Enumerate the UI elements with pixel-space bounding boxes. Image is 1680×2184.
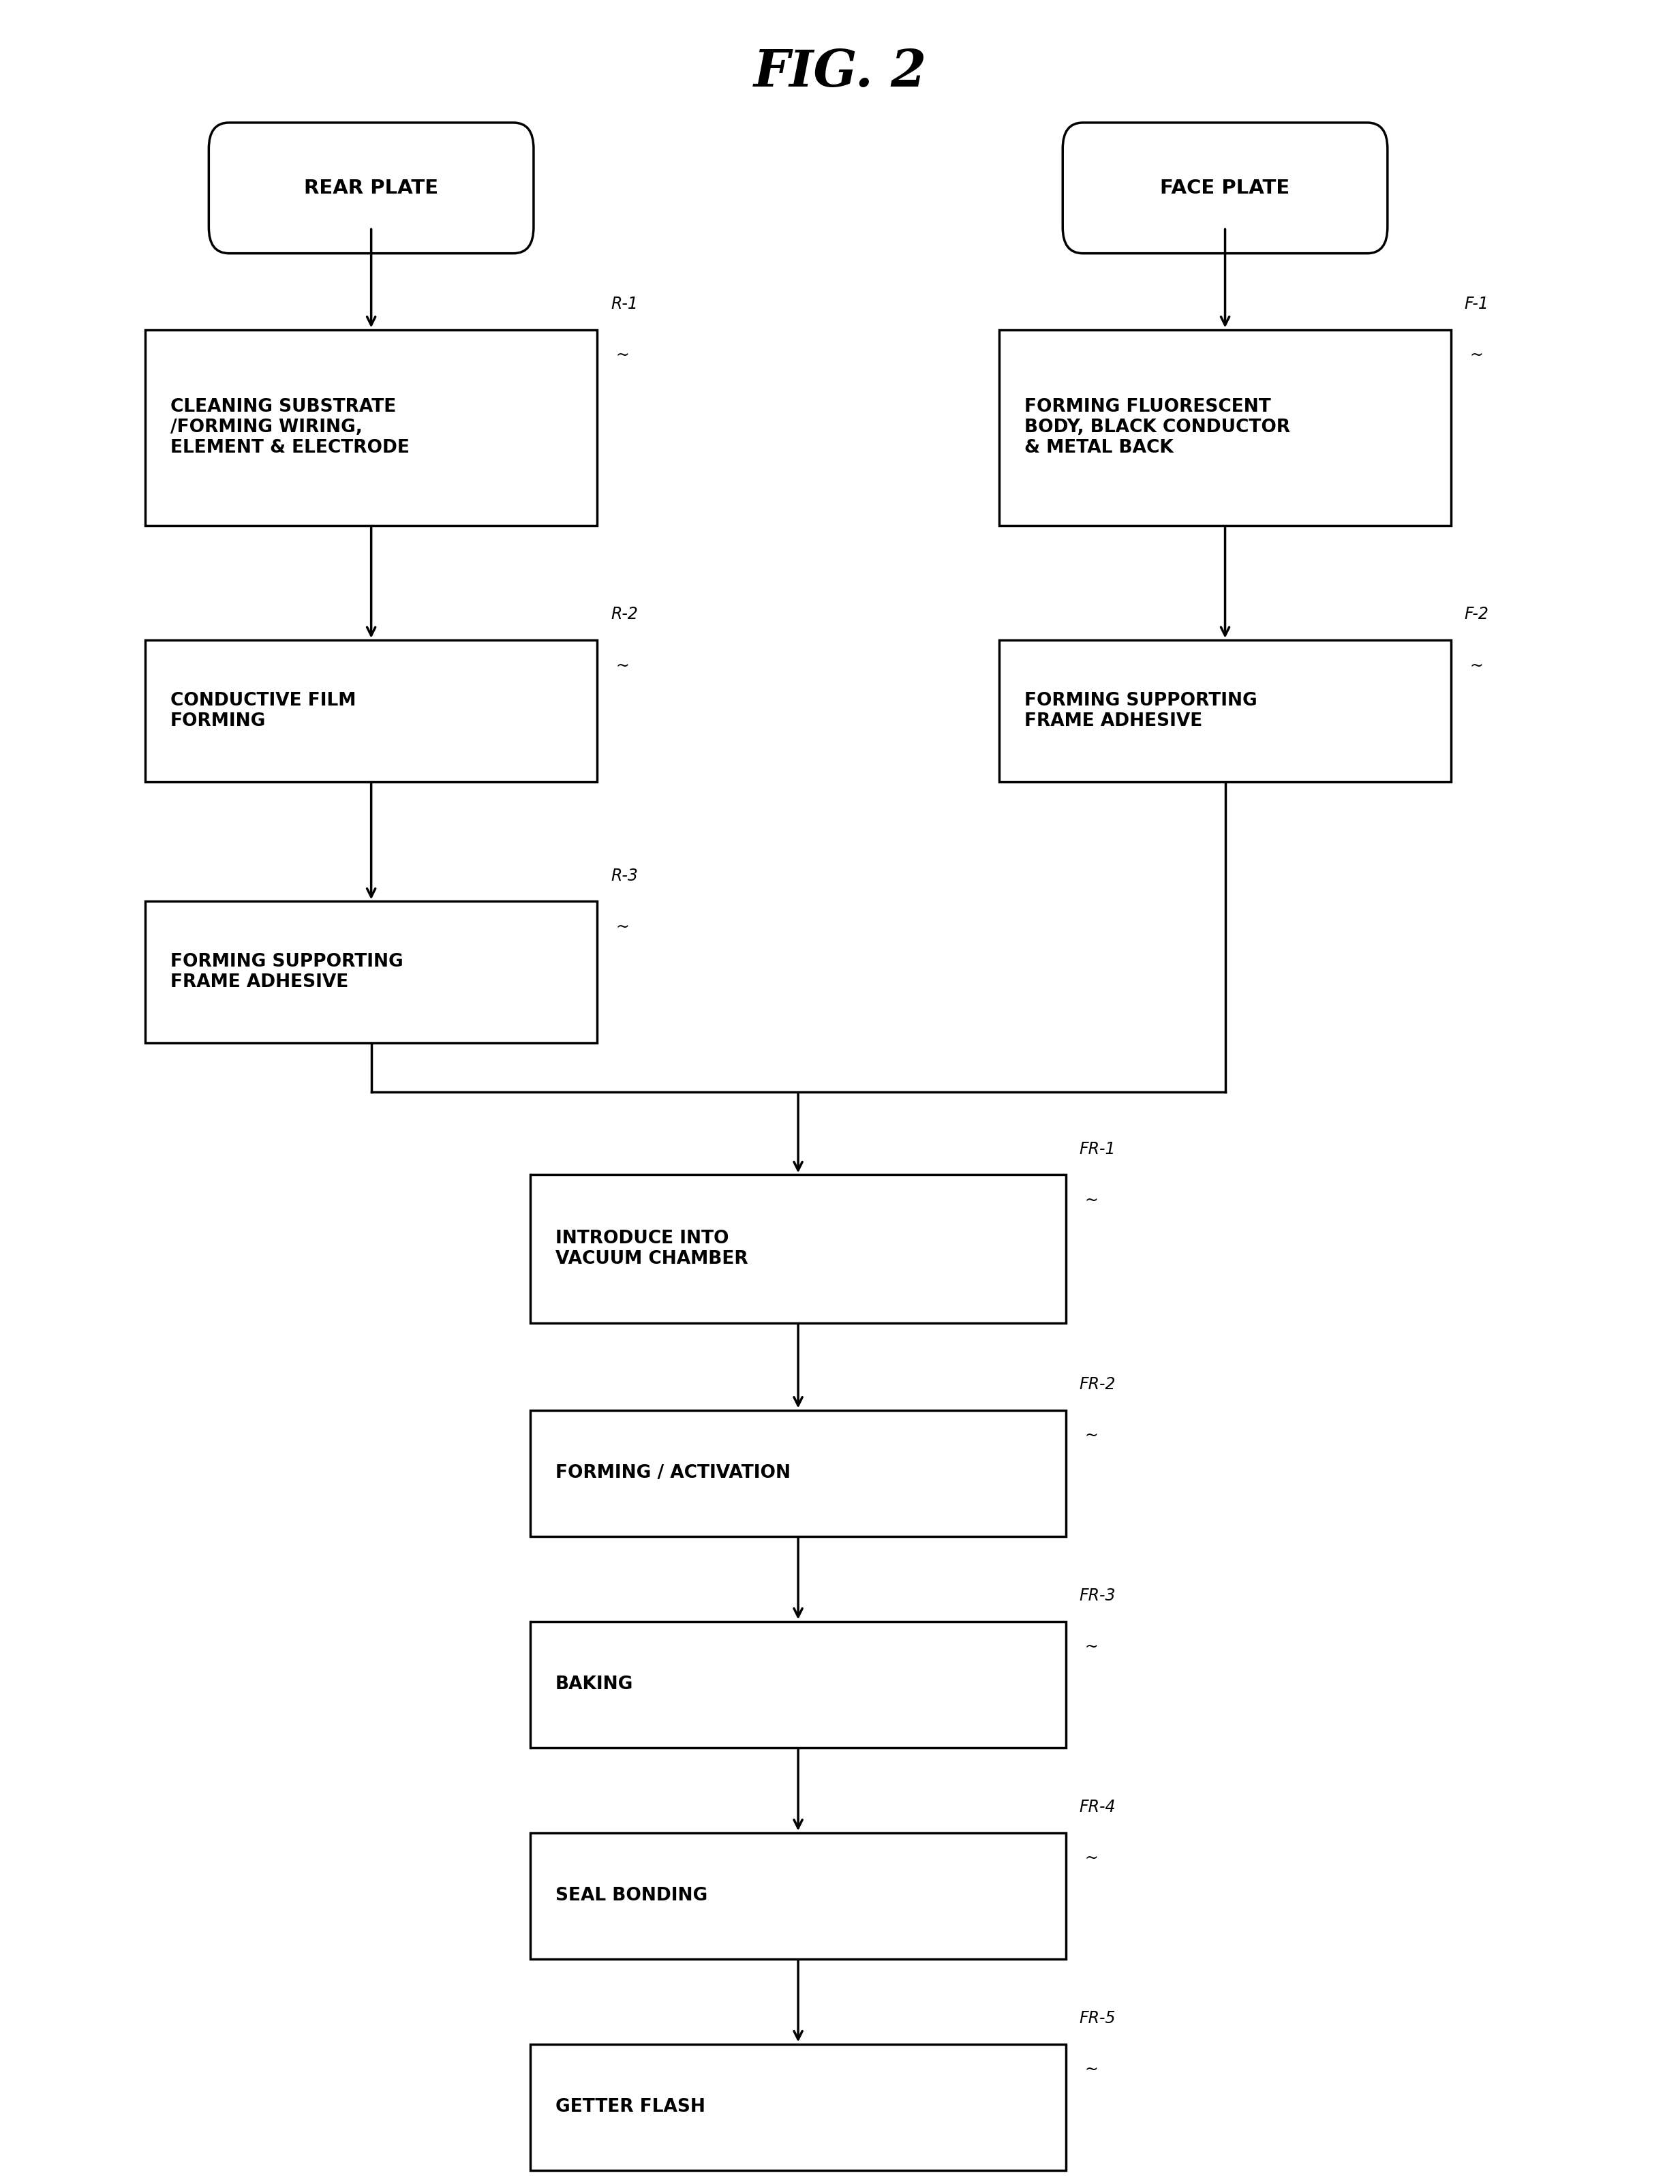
Text: ~: ~ xyxy=(1085,1428,1099,1444)
Text: ~: ~ xyxy=(1470,657,1483,675)
Text: ~: ~ xyxy=(1085,1850,1099,1867)
Text: R-2: R-2 xyxy=(610,607,638,622)
FancyBboxPatch shape xyxy=(531,1411,1067,1535)
Text: FR-1: FR-1 xyxy=(1080,1140,1116,1158)
Text: FIG. 2: FIG. 2 xyxy=(753,48,927,98)
Text: SEAL BONDING: SEAL BONDING xyxy=(556,1887,707,1904)
FancyBboxPatch shape xyxy=(144,902,596,1044)
Text: REAR PLATE: REAR PLATE xyxy=(304,179,438,197)
Text: FORMING FLUORESCENT
BODY, BLACK CONDUCTOR
& METAL BACK: FORMING FLUORESCENT BODY, BLACK CONDUCTO… xyxy=(1025,397,1290,456)
Text: FORMING SUPPORTING
FRAME ADHESIVE: FORMING SUPPORTING FRAME ADHESIVE xyxy=(170,952,403,992)
Text: FORMING SUPPORTING
FRAME ADHESIVE: FORMING SUPPORTING FRAME ADHESIVE xyxy=(1025,692,1257,729)
Text: F-2: F-2 xyxy=(1465,607,1488,622)
FancyBboxPatch shape xyxy=(1000,640,1452,782)
Text: INTRODUCE INTO
VACUUM CHAMBER: INTRODUCE INTO VACUUM CHAMBER xyxy=(556,1230,748,1269)
FancyBboxPatch shape xyxy=(1000,330,1452,526)
Text: ~: ~ xyxy=(1470,347,1483,363)
Text: ~: ~ xyxy=(615,347,630,363)
Text: R-3: R-3 xyxy=(610,867,638,885)
Text: GETTER FLASH: GETTER FLASH xyxy=(556,2099,706,2116)
FancyBboxPatch shape xyxy=(531,1621,1067,1747)
Text: FORMING / ACTIVATION: FORMING / ACTIVATION xyxy=(556,1463,791,1483)
Text: ~: ~ xyxy=(1085,1192,1099,1208)
Text: ~: ~ xyxy=(615,657,630,675)
Text: R-1: R-1 xyxy=(610,295,638,312)
Text: FR-3: FR-3 xyxy=(1080,1588,1116,1603)
Text: ~: ~ xyxy=(1085,1638,1099,1655)
Text: FR-4: FR-4 xyxy=(1080,1800,1116,1815)
FancyBboxPatch shape xyxy=(144,640,596,782)
Text: FACE PLATE: FACE PLATE xyxy=(1161,179,1290,197)
Text: ~: ~ xyxy=(1085,2062,1099,2077)
FancyBboxPatch shape xyxy=(531,2044,1067,2171)
Text: CONDUCTIVE FILM
FORMING: CONDUCTIVE FILM FORMING xyxy=(170,692,356,729)
FancyBboxPatch shape xyxy=(531,1832,1067,1959)
Text: FR-2: FR-2 xyxy=(1080,1376,1116,1393)
FancyBboxPatch shape xyxy=(208,122,534,253)
Text: FR-5: FR-5 xyxy=(1080,2009,1116,2027)
FancyBboxPatch shape xyxy=(1063,122,1388,253)
Text: ~: ~ xyxy=(615,919,630,935)
FancyBboxPatch shape xyxy=(144,330,596,526)
FancyBboxPatch shape xyxy=(531,1175,1067,1324)
Text: CLEANING SUBSTRATE
/FORMING WIRING,
ELEMENT & ELECTRODE: CLEANING SUBSTRATE /FORMING WIRING, ELEM… xyxy=(170,397,410,456)
Text: BAKING: BAKING xyxy=(556,1675,633,1693)
Text: F-1: F-1 xyxy=(1465,295,1488,312)
